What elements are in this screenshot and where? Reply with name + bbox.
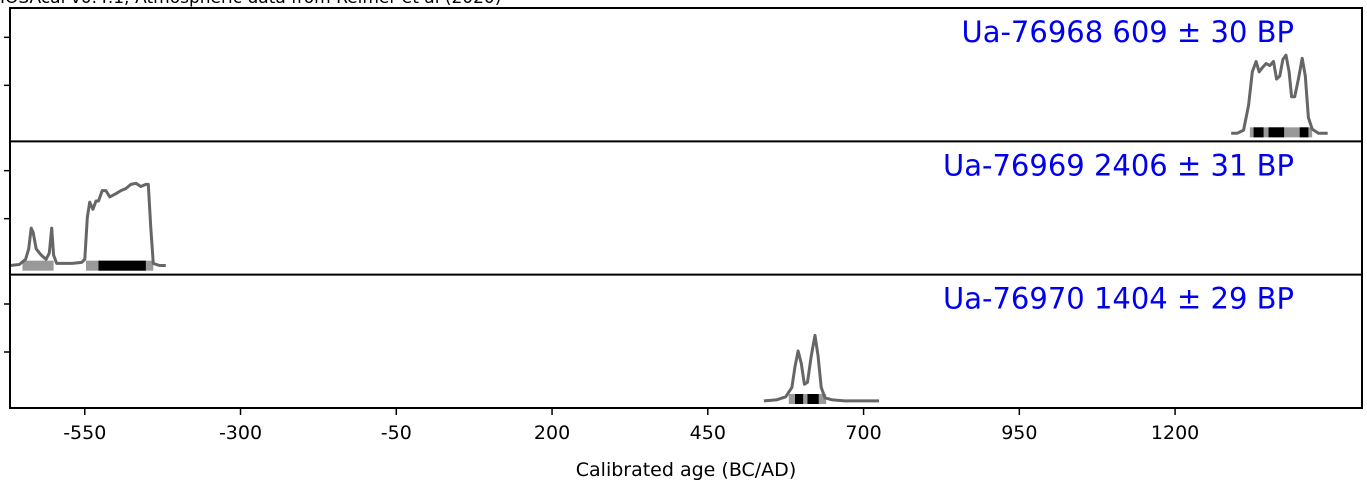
- plot-frame: [9, 7, 1363, 409]
- range-68-bar: [1253, 127, 1264, 138]
- x-tick-label: 1200: [1151, 422, 1199, 444]
- range-95-bar: [788, 394, 827, 404]
- range-68-bar: [98, 260, 146, 271]
- chart-header-note: IOSAcal v0.4.1; Atmospheric data from Re…: [0, 0, 508, 8]
- x-tick-label: 450: [690, 422, 726, 444]
- x-tick-label: 700: [845, 422, 881, 444]
- range-68-bar: [1299, 127, 1309, 138]
- range-68-bar: [1268, 127, 1285, 138]
- x-tick-label: -300: [219, 422, 262, 444]
- x-tick-label: 200: [534, 422, 570, 444]
- x-tick-label: 950: [1001, 422, 1037, 444]
- sample-label: Ua-76969 2406 ± 31 BP: [943, 148, 1294, 182]
- probability-curve: [9, 181, 166, 267]
- probability-curve: [1231, 53, 1328, 135]
- x-tick-label: -550: [63, 422, 106, 444]
- probability-curve: [763, 333, 880, 403]
- sample-label: Ua-76968 609 ± 30 BP: [961, 15, 1294, 49]
- x-tick-label: -50: [381, 422, 412, 444]
- range-95-bar: [22, 260, 54, 271]
- sample-label: Ua-76970 1404 ± 29 BP: [943, 282, 1294, 316]
- range-68-bar: [795, 394, 804, 404]
- range-68-bar: [807, 394, 819, 404]
- x-axis-label: Calibrated age (BC/AD): [576, 459, 796, 481]
